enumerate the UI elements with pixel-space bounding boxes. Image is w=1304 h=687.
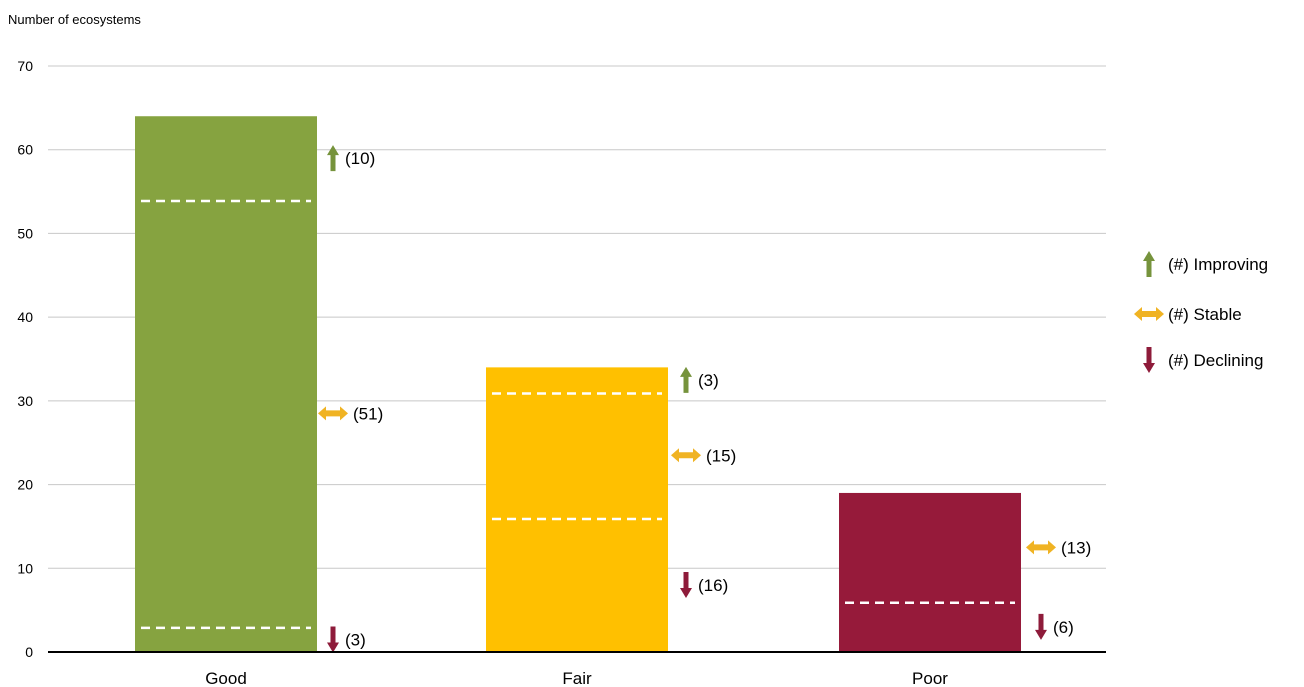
legend-label-improving: (#) Improving xyxy=(1168,255,1268,274)
declining-arrow-icon xyxy=(680,572,692,599)
x-tick-label: Fair xyxy=(562,669,592,687)
y-tick-labels: 0 10 20 30 40 50 60 70 xyxy=(17,58,33,660)
bar-poor xyxy=(839,492,1021,652)
legend-label-declining: (#) Declining xyxy=(1168,351,1263,370)
bar-good xyxy=(135,116,317,652)
x-tick-labels: Good Fair Poor xyxy=(205,669,948,687)
trend-count-label: (3) xyxy=(345,630,366,649)
improving-arrow-icon xyxy=(680,366,692,393)
declining-arrow-icon xyxy=(1035,613,1047,640)
y-tick-label: 20 xyxy=(17,477,33,493)
bars xyxy=(135,116,1021,652)
y-tick-label: 50 xyxy=(17,225,33,241)
x-tick-label: Poor xyxy=(912,669,948,687)
trend-count-label: (15) xyxy=(706,446,736,465)
y-tick-label: 30 xyxy=(17,393,33,409)
y-tick-label: 10 xyxy=(17,560,33,576)
declining-arrow-icon xyxy=(327,626,339,653)
bar-fair xyxy=(486,367,668,652)
declining-arrow-icon xyxy=(1143,347,1155,373)
y-tick-label: 0 xyxy=(25,644,33,660)
improving-arrow-icon xyxy=(327,145,339,172)
trend-count-label: (16) xyxy=(698,576,728,595)
trend-annotations: (10) (51) (3) (3) (15) (16) (13) (6) xyxy=(318,145,1091,653)
stable-arrow-icon xyxy=(1134,307,1164,321)
x-tick-label: Good xyxy=(205,669,247,687)
y-tick-label: 60 xyxy=(17,142,33,158)
stable-arrow-icon xyxy=(1026,540,1056,555)
stable-arrow-icon xyxy=(671,448,701,463)
trend-count-label: (10) xyxy=(345,149,375,168)
y-tick-label: 40 xyxy=(17,309,33,325)
stable-arrow-icon xyxy=(318,406,348,421)
y-tick-label: 70 xyxy=(17,58,33,74)
trend-count-label: (3) xyxy=(698,371,719,390)
y-axis-label: Number of ecosystems xyxy=(8,12,141,27)
trend-count-label: (51) xyxy=(353,404,383,423)
legend-label-stable: (#) Stable xyxy=(1168,305,1242,324)
segment-dividers xyxy=(141,199,1015,630)
legend: (#) Improving (#) Stable (#) Declining xyxy=(1134,251,1268,373)
improving-arrow-icon xyxy=(1143,251,1155,277)
trend-count-label: (6) xyxy=(1053,618,1074,637)
trend-count-label: (13) xyxy=(1061,538,1091,557)
